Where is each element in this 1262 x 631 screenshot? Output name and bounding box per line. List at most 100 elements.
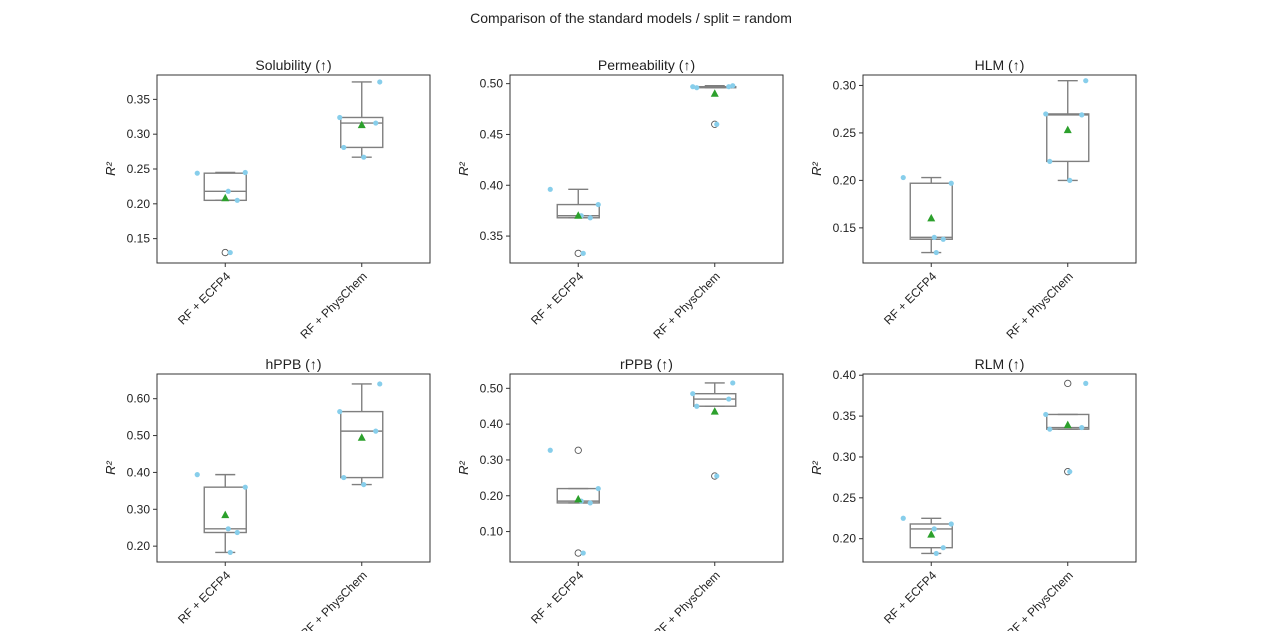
- box-series: RF + PhysChem: [650, 83, 737, 342]
- data-point: [580, 250, 586, 256]
- y-axis-label: R²: [456, 460, 471, 474]
- data-point: [933, 249, 939, 256]
- data-point: [227, 249, 233, 256]
- data-point: [726, 396, 732, 402]
- data-point: [1079, 424, 1085, 431]
- mean-marker: [1063, 125, 1072, 134]
- x-category-label: RF + ECFP4: [881, 269, 939, 327]
- x-category-label: RF + ECFP4: [528, 568, 586, 626]
- box-series: RF + ECFP4: [528, 186, 601, 327]
- data-point: [931, 234, 937, 240]
- data-point: [194, 170, 200, 176]
- subplot-title: rPPB (↑): [620, 356, 673, 372]
- data-point: [1047, 158, 1053, 165]
- data-point: [1083, 380, 1089, 386]
- box-iqr: [1046, 113, 1090, 163]
- plot-frame: [509, 373, 784, 563]
- y-tick-label: 0.25: [833, 126, 857, 140]
- subplot-panel: Permeability (↑) 0.35 0.40 0.45 0.50 R² RF + E…: [456, 57, 784, 342]
- y-axis-label: R²: [456, 161, 471, 175]
- box-series: RF + ECFP4: [881, 515, 954, 626]
- y-tick-label: 0.30: [127, 127, 151, 141]
- plot-frame: [862, 373, 1137, 563]
- box-iqr: [556, 487, 600, 504]
- data-point: [690, 391, 696, 397]
- box-series: RF + PhysChem: [297, 381, 384, 631]
- y-tick-label: 0.35: [480, 229, 504, 243]
- y-tick-label: 0.50: [480, 77, 504, 91]
- subplot-panel: RLM (↑) 0.20 0.25 0.30 0.35 0.40 R² RF + ECFP4 R…: [809, 356, 1137, 631]
- x-category-label: RF + ECFP4: [175, 269, 233, 327]
- data-point: [377, 79, 383, 85]
- box-series: RF + ECFP4: [881, 174, 954, 327]
- data-point: [234, 529, 240, 536]
- box-iqr: [1046, 413, 1090, 430]
- data-point: [234, 197, 240, 203]
- subplot-panel: Solubility (↑) 0.15 0.20 0.25 0.30 0.35 R² RF +…: [103, 57, 431, 342]
- data-point: [341, 144, 347, 151]
- box-iqr: [909, 182, 953, 240]
- outlier-marker: [1064, 379, 1072, 388]
- subplot-panel: hPPB (↑) 0.20 0.30 0.40 0.50 0.60 R² RF + ECFP4…: [103, 356, 431, 631]
- y-tick-label: 0.20: [833, 173, 857, 187]
- data-point: [730, 380, 736, 386]
- y-tick-label: 0.50: [480, 381, 504, 395]
- mean-marker: [574, 494, 583, 503]
- subplot-title: hPPB (↑): [265, 356, 321, 372]
- data-point: [373, 428, 379, 434]
- subplot-title: Solubility (↑): [255, 57, 331, 73]
- x-category-label: RF + PhysChem: [650, 568, 722, 631]
- data-point: [948, 521, 954, 527]
- y-tick-label: 0.40: [127, 465, 151, 479]
- subplot-grid: Solubility (↑) 0.15 0.20 0.25 0.30 0.35 R² RF +…: [103, 57, 1137, 631]
- outlier-marker: [574, 549, 582, 557]
- x-category-label: RF + PhysChem: [650, 269, 722, 341]
- y-tick-label: 0.30: [480, 453, 504, 467]
- y-tick-label: 0.60: [127, 392, 151, 406]
- data-point: [726, 84, 732, 90]
- plot-frame: [862, 74, 1137, 264]
- subplot-title: RLM (↑): [975, 356, 1025, 372]
- x-category-label: RF + ECFP4: [528, 269, 586, 327]
- box-iqr: [340, 410, 384, 479]
- mean-marker: [221, 510, 230, 519]
- y-tick-label: 0.40: [480, 178, 504, 192]
- data-point: [900, 515, 906, 521]
- data-point: [714, 473, 720, 479]
- data-point: [694, 403, 700, 409]
- data-point: [587, 500, 593, 506]
- data-point: [1079, 112, 1085, 118]
- data-point: [361, 481, 367, 488]
- y-tick-label: 0.30: [127, 502, 151, 516]
- box-iqr: [693, 392, 737, 407]
- data-point: [940, 236, 946, 242]
- data-point: [714, 121, 720, 127]
- data-point: [931, 526, 937, 532]
- y-tick-label: 0.40: [480, 417, 504, 431]
- plot-frame: [509, 74, 784, 264]
- subplot-panel: HLM (↑) 0.15 0.20 0.25 0.30 R² RF + ECFP4 RF + …: [809, 57, 1137, 342]
- y-axis-label: R²: [809, 161, 824, 175]
- box-iqr: [203, 486, 247, 534]
- x-category-label: RF + PhysChem: [1003, 269, 1075, 341]
- plot-frame: [156, 373, 431, 563]
- x-category-label: RF + ECFP4: [881, 568, 939, 626]
- mean-marker: [710, 407, 719, 415]
- y-tick-label: 0.10: [480, 525, 504, 539]
- y-tick-label: 0.15: [833, 221, 857, 235]
- data-point: [1067, 469, 1073, 475]
- y-tick-label: 0.20: [833, 532, 857, 546]
- outlier-marker: [574, 249, 582, 257]
- data-point: [1083, 78, 1089, 84]
- box-series: RF + PhysChem: [297, 79, 384, 342]
- data-point: [690, 84, 696, 90]
- data-point: [595, 485, 601, 492]
- mean-marker: [221, 193, 230, 202]
- box-series: RF + PhysChem: [650, 380, 737, 631]
- y-axis-label: R²: [103, 161, 118, 175]
- box-series: RF + ECFP4: [175, 472, 248, 626]
- y-tick-label: 0.20: [127, 539, 151, 553]
- data-point: [547, 186, 553, 192]
- subplot-title: HLM (↑): [975, 57, 1025, 73]
